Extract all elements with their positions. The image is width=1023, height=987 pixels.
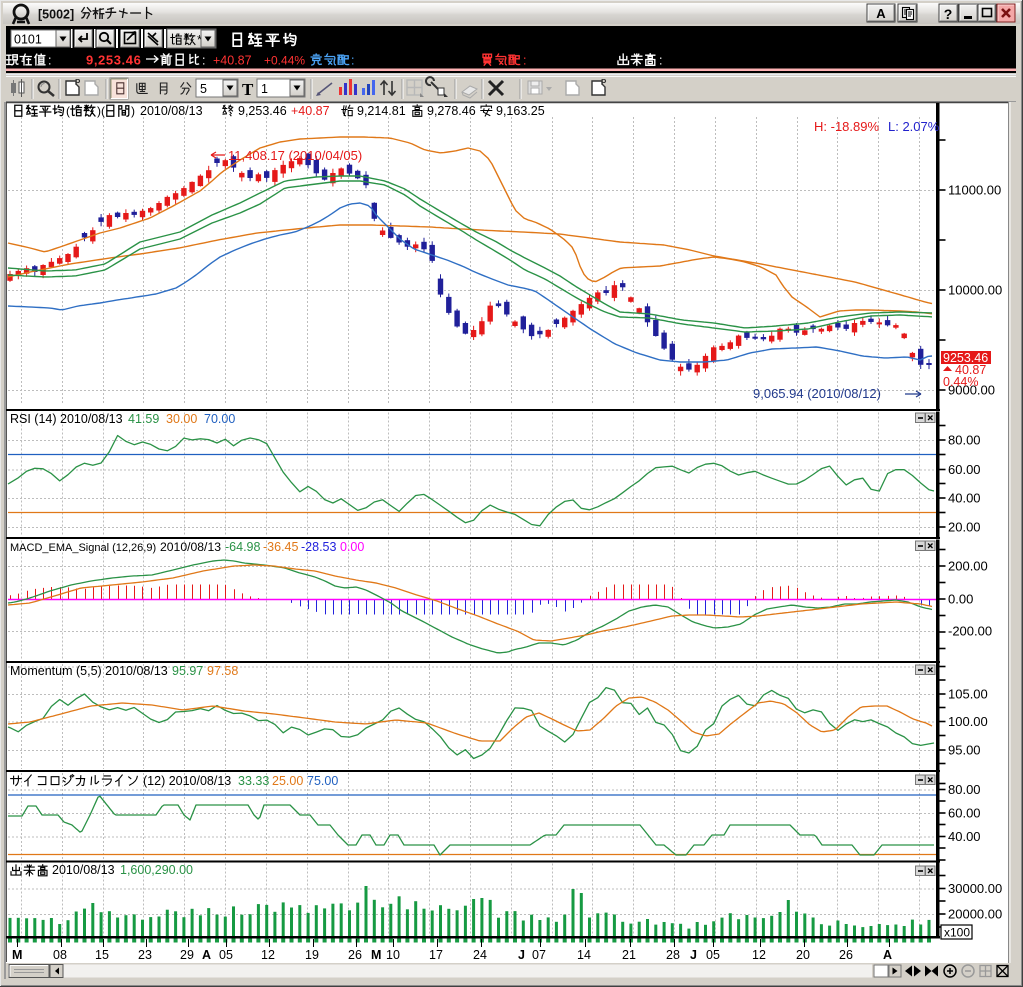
- svg-text:14: 14: [577, 948, 591, 962]
- svg-text:12: 12: [261, 948, 275, 962]
- svg-text:23: 23: [138, 948, 152, 962]
- svg-text:L: 2.07%: L: 2.07%: [888, 119, 940, 134]
- svg-text:28: 28: [666, 948, 680, 962]
- svg-text:05: 05: [706, 948, 720, 962]
- svg-text:40.00: 40.00: [948, 829, 981, 844]
- svg-text:9,253.46: 9,253.46: [86, 53, 141, 68]
- svg-text:T: T: [242, 80, 254, 99]
- svg-text:19: 19: [305, 948, 319, 962]
- svg-text:70.00: 70.00: [204, 412, 235, 426]
- svg-text:24: 24: [473, 948, 487, 962]
- svg-text:9253.46: 9253.46: [943, 351, 988, 365]
- svg-text:-28.53: -28.53: [301, 540, 336, 554]
- svg-text:08: 08: [53, 948, 67, 962]
- svg-text:100.00: 100.00: [948, 714, 988, 729]
- svg-text::: :: [351, 54, 354, 68]
- svg-text:30000.00: 30000.00: [948, 881, 1002, 896]
- svg-text:9,253.46: 9,253.46: [238, 104, 287, 118]
- svg-text:2010/08/13: 2010/08/13: [140, 104, 203, 118]
- svg-text:20: 20: [796, 948, 810, 962]
- svg-text:40.00: 40.00: [948, 491, 981, 506]
- svg-text:x100: x100: [944, 926, 970, 940]
- svg-text:0.00: 0.00: [340, 540, 364, 554]
- svg-text:0.44%: 0.44%: [943, 375, 978, 389]
- svg-text:17: 17: [429, 948, 443, 962]
- svg-text:21: 21: [622, 948, 636, 962]
- svg-text:H: -18.89%: H: -18.89%: [814, 119, 879, 134]
- svg-text:200.00: 200.00: [948, 559, 988, 574]
- svg-text:)(: )(: [97, 104, 105, 118]
- svg-text:A: A: [883, 948, 892, 962]
- svg-text::: :: [48, 54, 51, 68]
- svg-text:9000.00: 9000.00: [948, 383, 995, 398]
- svg-text:75.00: 75.00: [307, 774, 338, 788]
- svg-text:-200.00: -200.00: [948, 624, 992, 639]
- svg-text:20.00: 20.00: [948, 520, 981, 535]
- svg-text:[5002]: [5002]: [38, 8, 74, 22]
- svg-text:9,163.25: 9,163.25: [496, 104, 545, 118]
- svg-text:95.00: 95.00: [948, 743, 981, 758]
- svg-text:RSI (14) 2010/08/13: RSI (14) 2010/08/13: [10, 412, 123, 426]
- svg-text:10: 10: [386, 948, 400, 962]
- svg-text:M: M: [12, 948, 22, 962]
- svg-text:1: 1: [261, 82, 268, 96]
- svg-text:1,600,290.00: 1,600,290.00: [120, 863, 193, 877]
- svg-text:+40.87: +40.87: [291, 104, 330, 118]
- svg-text:105.00: 105.00: [948, 687, 988, 702]
- svg-text:80.00: 80.00: [948, 782, 981, 797]
- svg-text:P: P: [75, 78, 81, 87]
- svg-text:9,278.46: 9,278.46: [427, 104, 476, 118]
- svg-text:-36.45: -36.45: [263, 540, 298, 554]
- svg-text:30.00: 30.00: [166, 412, 197, 426]
- svg-text:80.00: 80.00: [948, 433, 981, 448]
- svg-text:15: 15: [95, 948, 109, 962]
- svg-text:A: A: [876, 6, 886, 21]
- svg-text:11000.00: 11000.00: [948, 183, 1001, 198]
- svg-text:12: 12: [752, 948, 766, 962]
- svg-text:-64.98: -64.98: [225, 540, 260, 554]
- svg-text:P: P: [601, 78, 607, 87]
- svg-text:9,065.94 (2010/08/12): 9,065.94 (2010/08/12): [753, 386, 881, 401]
- svg-text:*: *: [197, 32, 202, 47]
- svg-text:11,408.17 (2010/04/05): 11,408.17 (2010/04/05): [228, 148, 362, 163]
- svg-text:J: J: [690, 948, 697, 962]
- svg-text:26: 26: [348, 948, 362, 962]
- svg-text:26: 26: [839, 948, 853, 962]
- svg-text:Momentum (5,5) 2010/08/13: Momentum (5,5) 2010/08/13: [10, 664, 168, 678]
- svg-text:+0.44%: +0.44%: [264, 54, 305, 68]
- svg-text:?: ?: [944, 6, 953, 22]
- svg-text:40.87: 40.87: [955, 363, 986, 377]
- svg-text::: :: [659, 54, 662, 68]
- svg-text:(12) 2010/08/13: (12) 2010/08/13: [143, 774, 231, 788]
- svg-text:9,214.81: 9,214.81: [357, 104, 406, 118]
- svg-text:33.33: 33.33: [238, 774, 269, 788]
- svg-text::: :: [523, 54, 526, 68]
- svg-text:05: 05: [219, 948, 233, 962]
- svg-text:41.59: 41.59: [128, 412, 159, 426]
- svg-text:60.00: 60.00: [948, 462, 981, 477]
- svg-text:29: 29: [180, 948, 194, 962]
- svg-text::: :: [202, 54, 205, 68]
- svg-text:J: J: [518, 948, 525, 962]
- svg-text:M: M: [371, 948, 381, 962]
- svg-text:+40.87: +40.87: [213, 54, 252, 68]
- svg-text:10000.00: 10000.00: [948, 283, 1002, 298]
- svg-text:(: (: [66, 104, 70, 118]
- svg-text:20000.00: 20000.00: [948, 907, 1002, 922]
- svg-text:2010/08/13: 2010/08/13: [160, 540, 221, 554]
- svg-text:0.00: 0.00: [948, 592, 973, 607]
- svg-text:60.00: 60.00: [948, 806, 981, 821]
- svg-text:25.00: 25.00: [272, 774, 303, 788]
- svg-text:0101: 0101: [14, 33, 42, 47]
- svg-text:07: 07: [532, 948, 546, 962]
- svg-text:MACD_EMA_Signal (12,26,9): MACD_EMA_Signal (12,26,9): [10, 542, 156, 554]
- svg-text:): ): [131, 104, 135, 118]
- svg-text:5: 5: [200, 82, 207, 96]
- svg-text:2010/08/13: 2010/08/13: [52, 863, 115, 877]
- svg-text:97.58: 97.58: [207, 664, 238, 678]
- svg-text:A: A: [202, 948, 211, 962]
- svg-text:95.97: 95.97: [172, 664, 203, 678]
